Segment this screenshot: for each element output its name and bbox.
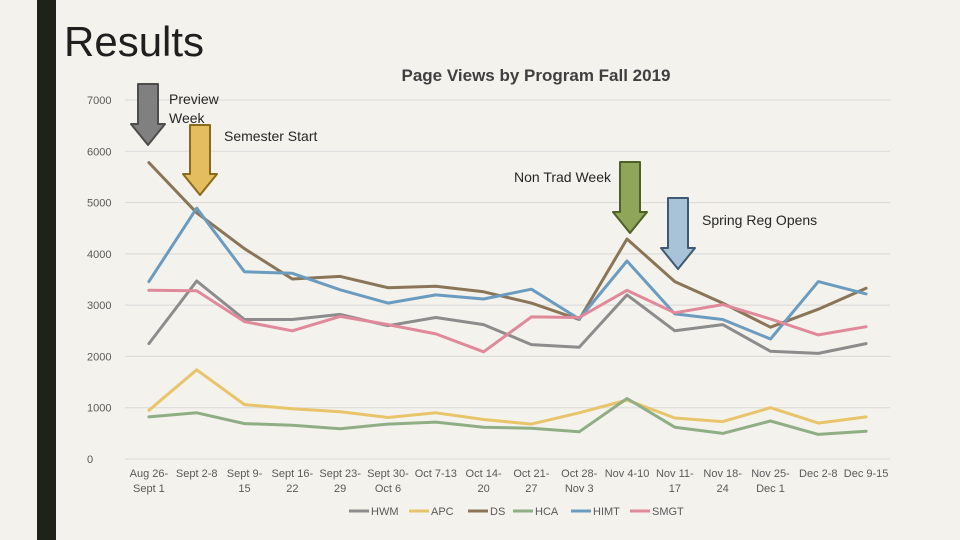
x-tick-label: Dec 9-15 bbox=[844, 468, 889, 480]
x-tick-label: Dec 2-8 bbox=[799, 468, 838, 480]
legend-label: APC bbox=[431, 506, 454, 518]
x-tick-label: Nov 18-24 bbox=[703, 468, 742, 495]
y-tick-label: 2000 bbox=[87, 351, 111, 363]
y-tick-label: 0 bbox=[87, 454, 93, 466]
legend: HWM APC DS HCA HIMT SMGT bbox=[349, 506, 684, 518]
legend-label: HCA bbox=[535, 506, 559, 518]
x-tick-label: Sept 2-8 bbox=[176, 468, 218, 480]
x-tick-label: Sept 16-22 bbox=[272, 468, 314, 495]
annotation-arrow-icon bbox=[130, 83, 166, 146]
slide-side-bar bbox=[37, 0, 56, 540]
x-tick-label: Sept 30-Oct 6 bbox=[367, 468, 409, 495]
x-tick-label: Oct 28-Nov 3 bbox=[561, 468, 597, 495]
annotation-arrow-icon bbox=[612, 161, 648, 234]
annotation-label: Spring Reg Opens bbox=[702, 212, 817, 228]
x-tick-label: Nov 4-10 bbox=[605, 468, 650, 480]
legend-label: SMGT bbox=[652, 506, 684, 518]
chart-title: Page Views by Program Fall 2019 bbox=[402, 66, 671, 85]
series-line-ds bbox=[147, 161, 868, 329]
slide-title: Results bbox=[64, 18, 205, 65]
x-tick-label: Oct 14-20 bbox=[466, 468, 502, 495]
x-tick-label: Oct 7-13 bbox=[415, 468, 457, 480]
x-tick-label: Nov 25-Dec 1 bbox=[751, 468, 790, 495]
x-tick-label: Nov 11-17 bbox=[656, 468, 694, 495]
series-lines bbox=[147, 161, 868, 436]
series-line-apc bbox=[147, 368, 868, 426]
y-tick-label: 1000 bbox=[87, 403, 111, 415]
x-tick-label: Sept 9-15 bbox=[227, 468, 263, 495]
annotation-label: Preview Week bbox=[169, 91, 220, 126]
gridlines bbox=[125, 99, 890, 460]
x-tick-label: Sept 23-29 bbox=[319, 468, 361, 495]
series-line-himt bbox=[147, 206, 868, 341]
x-axis-ticks: Aug 26-Sept 1 Sept 2-8 Sept 9-15 Sept 16-22… bbox=[130, 468, 889, 495]
y-tick-label: 6000 bbox=[87, 146, 111, 158]
legend-label: HIMT bbox=[593, 506, 620, 518]
legend-label: DS bbox=[490, 506, 505, 518]
series-line-smgt bbox=[147, 288, 868, 354]
annotation-label: Non Trad Week bbox=[514, 169, 612, 185]
y-tick-label: 7000 bbox=[87, 95, 111, 107]
x-tick-label: Oct 21-27 bbox=[513, 468, 549, 495]
series-line-hca bbox=[147, 397, 868, 436]
y-axis-ticks: 0 1000 2000 3000 4000 5000 6000 7000 bbox=[87, 95, 111, 466]
y-tick-label: 3000 bbox=[87, 300, 111, 312]
legend-label: HWM bbox=[371, 506, 399, 518]
series-line-hwm bbox=[147, 279, 868, 355]
x-tick-label: Aug 26-Sept 1 bbox=[130, 468, 169, 495]
y-tick-label: 4000 bbox=[87, 249, 111, 261]
annotation-label: Semester Start bbox=[224, 128, 317, 144]
annotation-arrow-icon bbox=[182, 124, 218, 196]
y-tick-label: 5000 bbox=[87, 198, 111, 210]
annotation-arrow-icon bbox=[660, 197, 696, 270]
